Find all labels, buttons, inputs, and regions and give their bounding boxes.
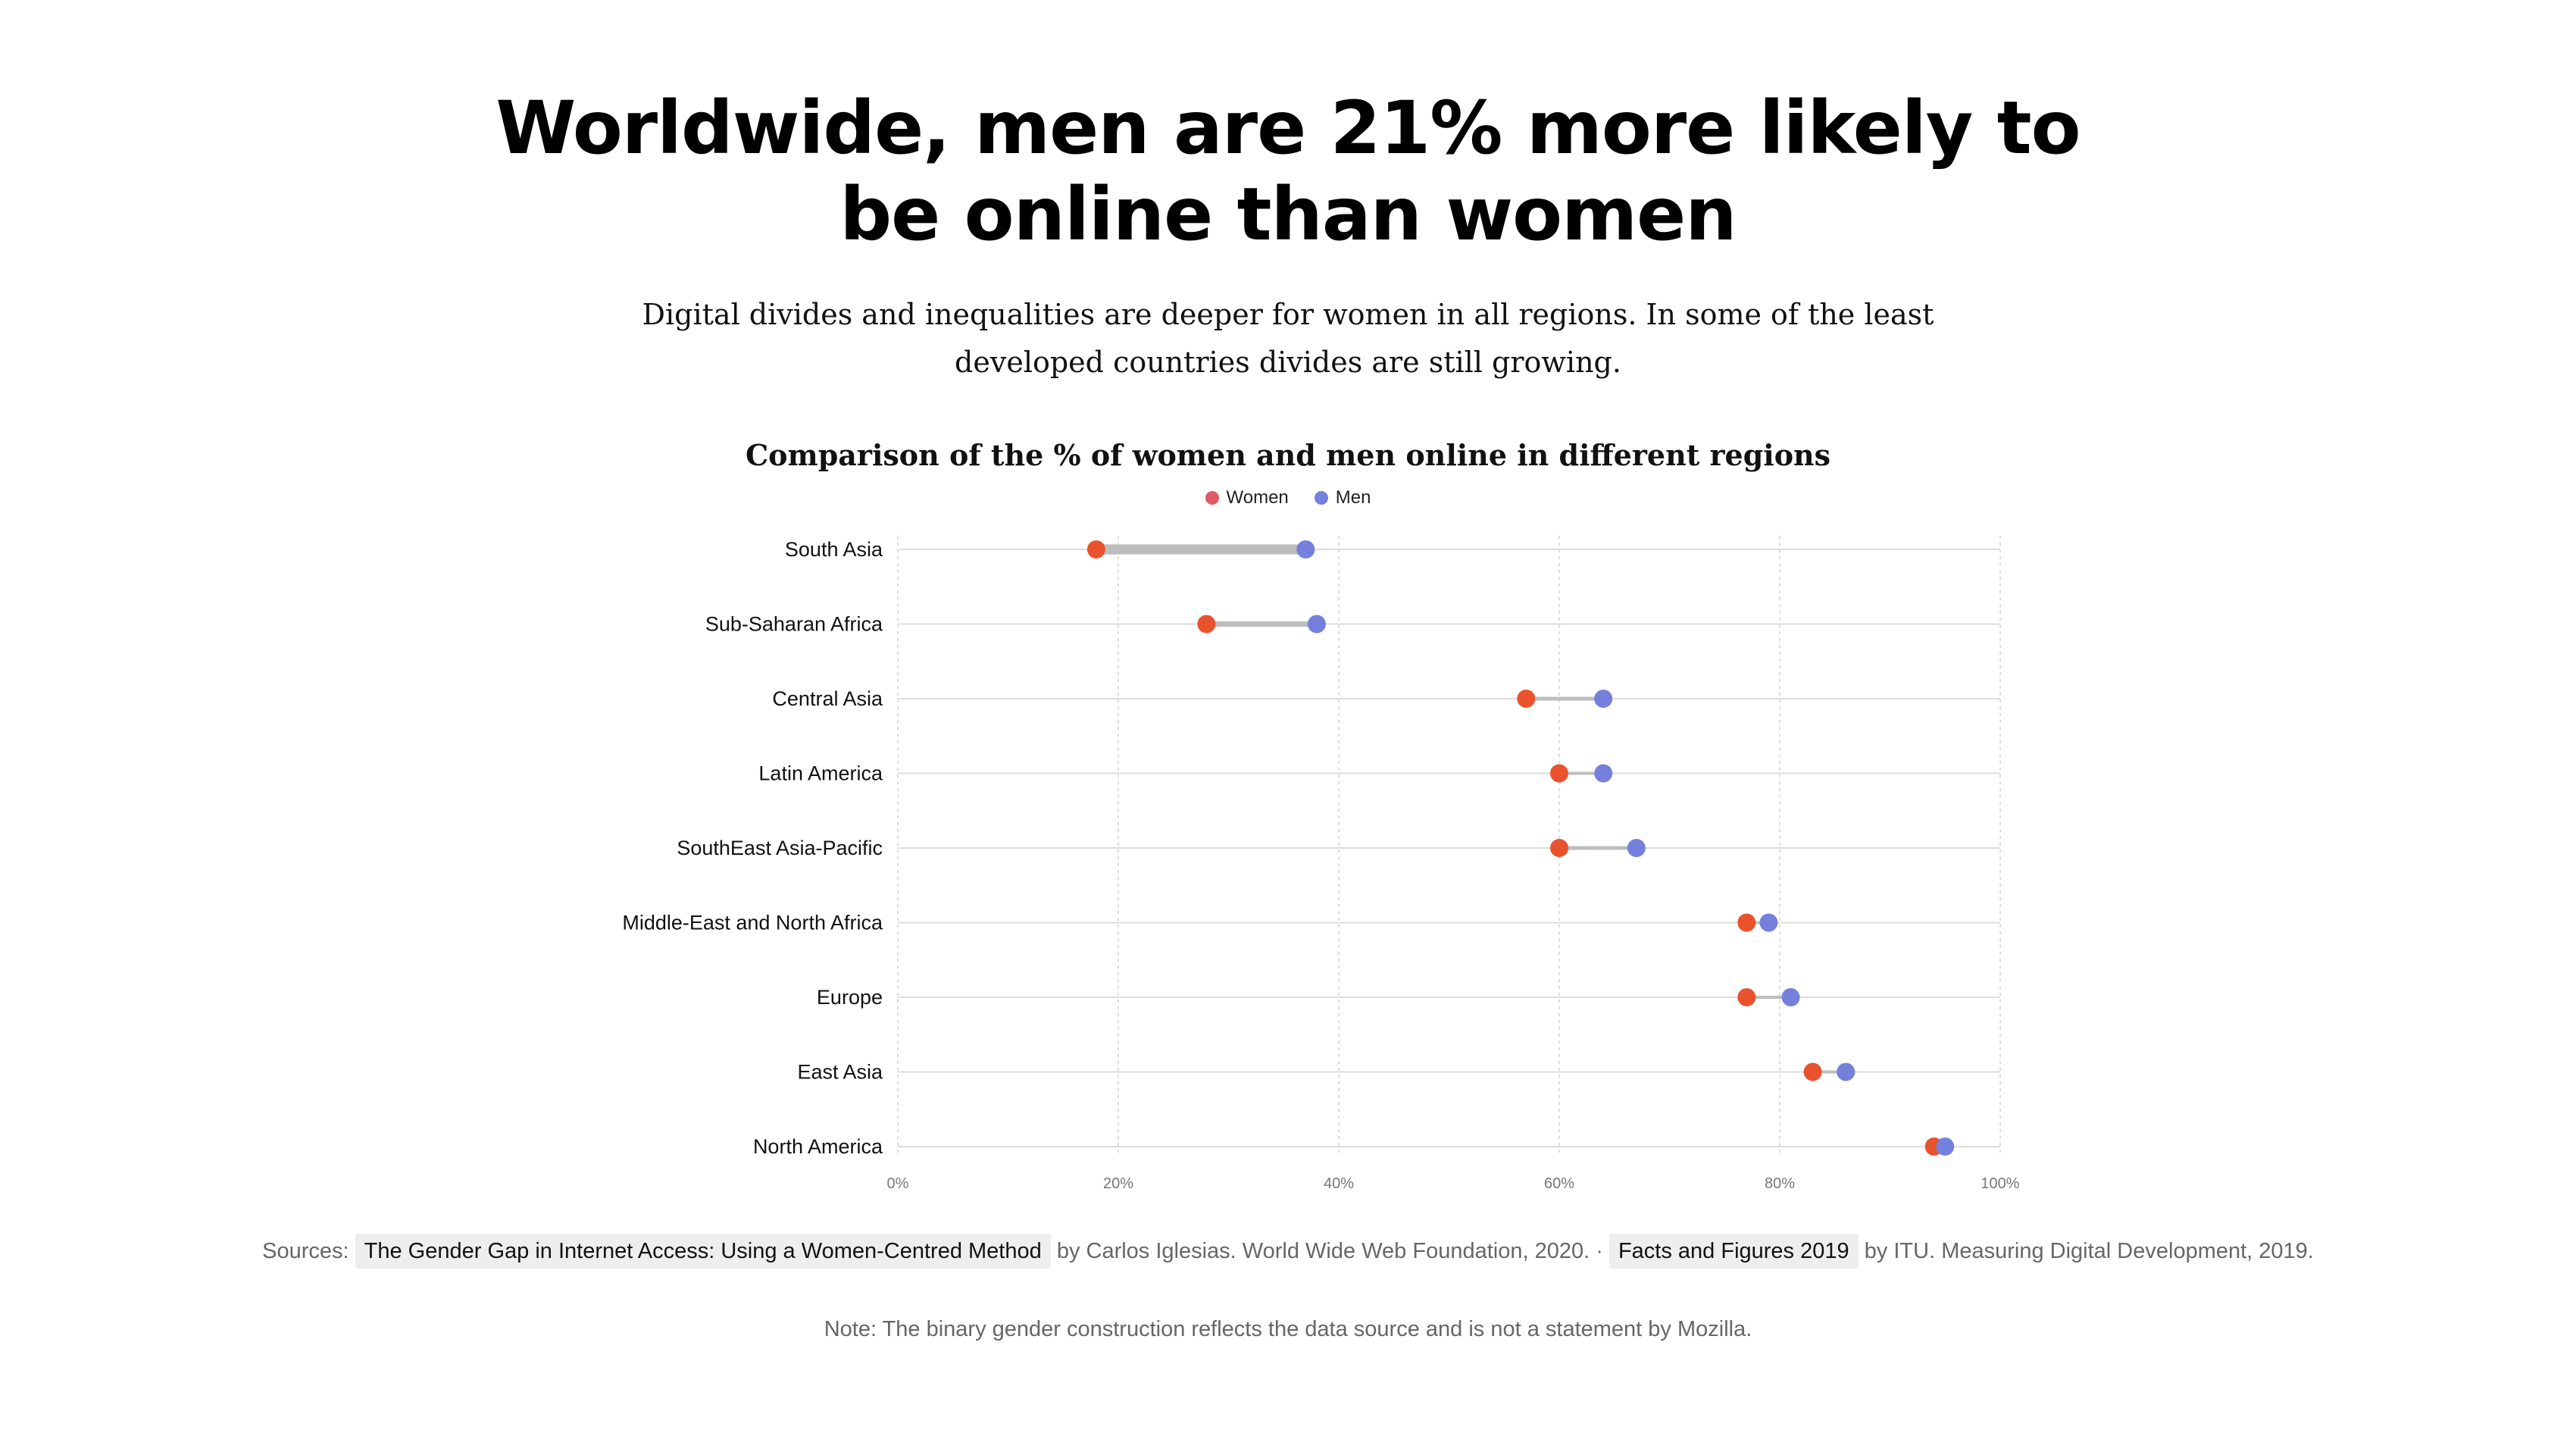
category-label: Central Asia — [772, 687, 883, 710]
category-label: East Asia — [797, 1061, 883, 1084]
category-label: Latin America — [758, 762, 883, 785]
men-dot — [1296, 540, 1315, 559]
x-tick-label: 0% — [887, 1175, 909, 1192]
men-dot — [1594, 690, 1613, 708]
men-dot — [1627, 839, 1646, 857]
source-link-facts-figures[interactable]: Facts and Figures 2019 — [1608, 1234, 1859, 1269]
x-tick-label: 80% — [1765, 1175, 1795, 1192]
category-label: Sub-Saharan Africa — [705, 613, 883, 636]
legend-dot-men — [1314, 491, 1328, 505]
source-link-gender-gap[interactable]: The Gender Gap in Internet Access: Using… — [355, 1234, 1051, 1269]
legend-label-women: Women — [1226, 487, 1289, 508]
headline-line-2: be online than women — [839, 172, 1737, 257]
sources-prefix: Sources: — [262, 1239, 349, 1263]
men-dot — [1837, 1062, 1855, 1081]
women-dot — [1737, 988, 1756, 1006]
legend-label-men: Men — [1335, 487, 1371, 508]
men-dot — [1781, 988, 1800, 1006]
women-dot — [1550, 764, 1568, 783]
headline-line-1: Worldwide, men are 21% more likely to — [496, 86, 2080, 171]
note: Note: The binary gender construction ref… — [824, 1317, 1752, 1341]
category-label: South Asia — [785, 538, 883, 561]
women-dot — [1550, 839, 1568, 857]
x-tick-label: 100% — [1980, 1175, 2019, 1192]
women-dot — [1086, 540, 1105, 559]
men-dot — [1759, 913, 1778, 932]
category-label: Europe — [817, 986, 883, 1009]
men-dot — [1936, 1137, 1955, 1156]
men-dot — [1594, 764, 1613, 783]
legend-item-women[interactable]: Women — [1205, 487, 1289, 508]
sources: Sources: The Gender Gap in Internet Acce… — [250, 1229, 2326, 1273]
subtitle: Digital divides and inequalities are dee… — [0, 291, 2576, 386]
legend-dot-women — [1205, 491, 1219, 505]
source-2-description: by ITU. Measuring Digital Development, 2… — [1864, 1239, 2314, 1263]
source-1-description: by Carlos Iglesias. World Wide Web Found… — [1056, 1239, 1590, 1263]
chart-title: Comparison of the % of women and men onl… — [745, 438, 1831, 472]
women-dot — [1803, 1062, 1822, 1081]
x-tick-label: 60% — [1544, 1175, 1574, 1192]
subtitle-line-1: Digital divides and inequalities are dee… — [642, 298, 1934, 331]
category-label: North America — [753, 1135, 883, 1158]
women-dot — [1737, 913, 1756, 932]
chart-legend: Women Men — [0, 487, 2576, 508]
sources-separator: · — [1596, 1239, 1603, 1263]
category-label: Middle-East and North Africa — [622, 912, 883, 934]
dumbbell-chart: 0% 20% 40% 60% 80% 100% South Asia Sub-Saharan … — [622, 536, 2020, 1192]
x-tick-label: 40% — [1324, 1175, 1354, 1192]
women-dot — [1517, 690, 1536, 708]
category-label: SouthEast Asia-Pacific — [677, 837, 883, 859]
legend-item-men[interactable]: Men — [1314, 487, 1371, 508]
headline: Worldwide, men are 21% more likely to be… — [0, 85, 2576, 258]
subtitle-line-2: developed countries divides are still gr… — [955, 346, 1621, 379]
x-tick-label: 20% — [1103, 1175, 1133, 1192]
women-dot — [1197, 615, 1216, 634]
men-dot — [1307, 615, 1326, 634]
